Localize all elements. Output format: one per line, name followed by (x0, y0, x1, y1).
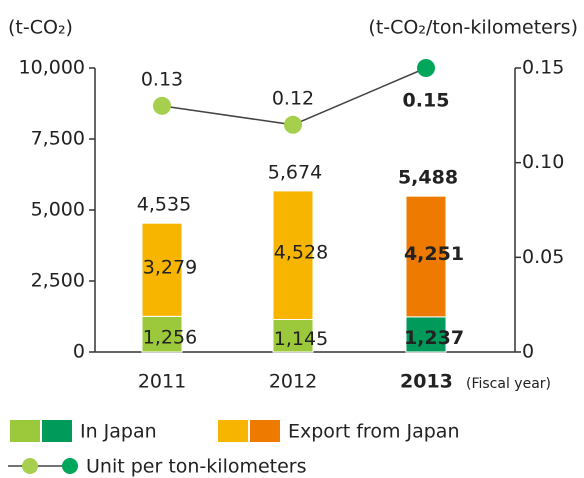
bar-segment (405, 195, 447, 318)
x-tick-label: 2011 (138, 371, 186, 393)
y-tick-label: 5,000 (31, 199, 85, 221)
legend-marker (62, 458, 78, 474)
x-axis-note: (Fiscal year) (466, 376, 551, 392)
bar-segment (141, 315, 183, 353)
legend-marker (22, 458, 38, 474)
line-point (417, 59, 435, 77)
value-label: 1,256 (143, 327, 197, 349)
point-label: 0.15 (403, 90, 450, 112)
legend-label: Unit per ton-kilometers (86, 456, 307, 478)
value-label: 1,145 (274, 328, 328, 350)
y-tick-label: 7,500 (31, 128, 85, 150)
y-axis-label: (t-CO₂) (8, 17, 73, 39)
point-label: 0.13 (141, 68, 183, 90)
y-tick-label: 10,000 (19, 57, 85, 79)
y2-tick-label: 0 (522, 341, 534, 363)
bar-segment (272, 190, 314, 320)
y-tick-label: 2,500 (31, 270, 85, 292)
y2-tick-label: 0.05 (522, 246, 564, 268)
value-label: 4,251 (404, 243, 464, 265)
y2-axis-label: (t-CO₂/ton-kilometers) (368, 17, 578, 39)
y2-tick-label: 0.10 (522, 151, 564, 173)
total-label: 5,674 (268, 161, 322, 183)
y-tick-label: 0 (73, 341, 85, 363)
total-label: 5,488 (398, 167, 458, 189)
value-label: 4,528 (274, 242, 328, 264)
total-label: 4,535 (137, 194, 191, 216)
value-label: 1,237 (404, 327, 464, 349)
y2-tick-label: 0.15 (522, 57, 564, 79)
line-point (153, 96, 171, 115)
line-point (284, 115, 302, 134)
x-tick-label: 2013 (400, 371, 453, 393)
bar-segment (405, 316, 447, 353)
bar-segment (141, 222, 183, 317)
legend-label: In Japan (80, 421, 157, 443)
legend-swatch (42, 420, 72, 442)
point-label: 0.12 (272, 87, 314, 109)
legend-swatch (10, 420, 40, 442)
x-tick-label: 2012 (269, 371, 317, 393)
value-label: 3,279 (143, 256, 197, 278)
legend-swatch (218, 420, 248, 442)
legend-swatch (250, 420, 280, 442)
legend-label: Export from Japan (288, 421, 459, 443)
